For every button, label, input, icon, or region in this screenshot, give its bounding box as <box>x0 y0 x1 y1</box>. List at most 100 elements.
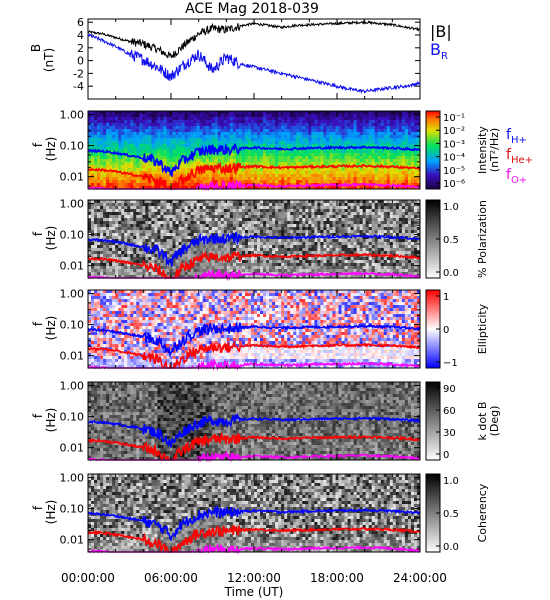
heatmap-cell <box>247 251 252 255</box>
heatmap-cell <box>184 218 188 222</box>
heatmap-cell <box>247 245 252 249</box>
heatmap-cell <box>290 206 294 210</box>
heatmap-cell <box>329 150 333 154</box>
heatmap-cell <box>284 233 288 237</box>
heatmap-cell <box>320 159 324 163</box>
heatmap-cell <box>163 203 167 207</box>
heatmap-cell <box>205 227 210 231</box>
heatmap-cell <box>151 135 155 139</box>
heatmap-cell <box>223 230 228 234</box>
heatmap-cell <box>121 209 125 213</box>
heatmap-cell <box>184 165 188 169</box>
heatmap-cell <box>341 171 345 175</box>
heatmap-cell <box>392 156 397 160</box>
heatmap-cell <box>290 120 294 124</box>
heatmap-cell <box>269 239 273 243</box>
heatmap-cell <box>323 171 327 175</box>
heatmap-cell <box>350 174 354 178</box>
heatmap-cell <box>217 168 222 172</box>
heatmap-cell <box>401 177 406 181</box>
heatmap-cell <box>263 275 267 279</box>
heatmap-cell <box>226 159 231 163</box>
heatmap-cell <box>196 135 201 139</box>
heatmap-cell <box>151 218 155 222</box>
heatmap-cell <box>163 135 167 139</box>
heatmap-cell <box>278 117 282 121</box>
heatmap-cell <box>103 138 107 142</box>
heatmap-cell <box>365 147 370 151</box>
heatmap-cell <box>211 111 216 115</box>
heatmap-cell <box>323 218 327 222</box>
heatmap-cell <box>115 177 119 181</box>
heatmap-cell <box>290 114 294 118</box>
heatmap-cell <box>226 144 231 148</box>
heatmap-cell <box>121 206 125 210</box>
heatmap-cell <box>118 147 122 151</box>
heatmap-cell <box>311 245 315 249</box>
heatmap-cell <box>139 183 143 187</box>
heatmap-cell <box>163 123 167 127</box>
heatmap-cell <box>287 263 291 267</box>
heatmap-cell <box>151 245 155 249</box>
heatmap-cell <box>278 248 282 252</box>
heatmap-cell <box>377 186 382 190</box>
heatmap-cell <box>112 126 116 130</box>
heatmap-cell <box>260 123 264 127</box>
heatmap-cell <box>109 180 113 184</box>
heatmap-cell <box>169 147 173 151</box>
heatmap-cell <box>293 251 297 255</box>
heatmap-cell <box>118 212 122 216</box>
heatmap-cell <box>287 120 291 124</box>
heatmap-cell <box>344 144 348 148</box>
heatmap-cell <box>205 114 210 118</box>
heatmap-cell <box>266 153 270 157</box>
heatmap-cell <box>254 263 258 267</box>
heatmap-cell <box>287 224 291 228</box>
heatmap-cell <box>257 153 261 157</box>
heatmap-cell <box>314 239 318 243</box>
heatmap-cell <box>127 203 131 207</box>
heatmap-cell <box>344 180 348 184</box>
heatmap-cell <box>202 144 207 148</box>
heatmap-cell <box>136 272 140 276</box>
heatmap-cell <box>338 177 342 181</box>
heatmap-cell <box>293 162 297 166</box>
heatmap-cell <box>407 180 412 184</box>
heatmap-cell <box>389 171 394 175</box>
heatmap-cell <box>163 218 167 222</box>
heatmap-cell <box>272 159 276 163</box>
heatmap-cell <box>229 132 234 136</box>
heatmap-cell <box>94 266 98 270</box>
heatmap-cell <box>214 230 219 234</box>
heatmap-cell <box>338 120 342 124</box>
heatmap-cell <box>175 159 179 163</box>
heatmap-cell <box>214 132 219 136</box>
heatmap-cell <box>308 263 312 267</box>
heatmap-cell <box>187 186 192 190</box>
heatmap-cell <box>193 236 198 240</box>
heatmap-cell <box>362 153 367 157</box>
heatmap-cell <box>154 150 158 154</box>
heatmap-cell <box>94 272 98 276</box>
heatmap-cell <box>217 117 222 121</box>
heatmap-cell <box>115 227 119 231</box>
heatmap-cell <box>139 147 143 151</box>
heatmap-cell <box>199 174 204 178</box>
heatmap-cell <box>205 123 210 127</box>
heatmap-cell <box>247 156 252 160</box>
heatmap-cell <box>287 141 291 145</box>
heatmap-cell <box>311 206 315 210</box>
heatmap-cell <box>142 144 146 148</box>
heatmap-cell <box>272 218 276 222</box>
heatmap-cell <box>278 141 282 145</box>
heatmap-cell <box>254 117 258 121</box>
heatmap-cell <box>317 180 321 184</box>
heatmap-cell <box>223 123 228 127</box>
heatmap-cell <box>136 257 140 261</box>
heatmap-cell <box>238 171 243 175</box>
heatmap-cell <box>290 141 294 145</box>
heatmap-cell <box>287 275 291 279</box>
heatmap-cell <box>266 224 270 228</box>
heatmap-cell <box>329 159 333 163</box>
heatmap-cell <box>133 180 137 184</box>
